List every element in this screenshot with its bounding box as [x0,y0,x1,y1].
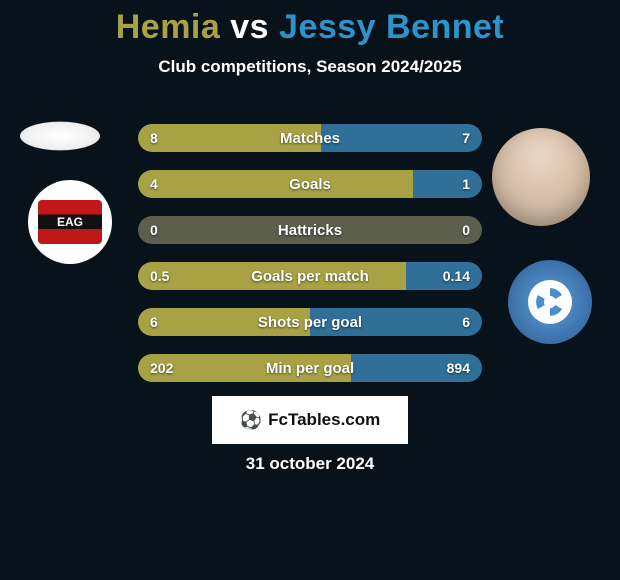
stat-value-right: 7 [462,124,470,152]
stat-value-right: 1 [462,170,470,198]
player-right-name: Jessy Bennet [279,8,504,46]
stat-value-left: 6 [150,308,158,336]
stat-row: Min per goal202 894 [138,354,482,382]
club-left-badge-text: EAG [38,200,102,244]
player-left-name: Hemia [116,8,221,46]
club-right-badge-icon [528,280,572,324]
club-right-badge [508,260,592,344]
vs-separator: vs [230,8,269,46]
stat-value-right: 0.14 [443,262,470,290]
stat-row: Hattricks0 0 [138,216,482,244]
source-badge: ⚽ FcTables.com [212,396,408,444]
player-left-avatar [20,122,100,151]
stat-label: Hattricks [138,216,482,244]
stat-value-left: 0 [150,216,158,244]
soccer-icon: ⚽ [240,411,262,429]
player-right-avatar [492,128,590,226]
club-left-badge: EAG [28,180,112,264]
snapshot-date: 31 october 2024 [0,454,620,474]
stat-label: Goals per match [138,262,482,290]
stat-label: Shots per goal [138,308,482,336]
stat-value-left: 4 [150,170,158,198]
stat-label: Min per goal [138,354,482,382]
stat-value-left: 8 [150,124,158,152]
season-subtitle: Club competitions, Season 2024/2025 [0,57,620,77]
stat-value-left: 202 [150,354,173,382]
stat-row: Matches8 7 [138,124,482,152]
stat-label: Matches [138,124,482,152]
stat-value-right: 894 [447,354,470,382]
stat-value-right: 6 [462,308,470,336]
comparison-title: Hemia vs Jessy Bennet [0,0,620,47]
stat-row: Goals per match0.5 0.14 [138,262,482,290]
stat-value-left: 0.5 [150,262,169,290]
comparison-bars: Matches8 7 Goals4 1 Hattricks0 0 Goals per mat… [138,124,482,400]
source-site: FcTables.com [268,410,380,430]
stat-value-right: 0 [462,216,470,244]
stat-label: Goals [138,170,482,198]
stat-row: Goals4 1 [138,170,482,198]
stat-row: Shots per goal6 6 [138,308,482,336]
